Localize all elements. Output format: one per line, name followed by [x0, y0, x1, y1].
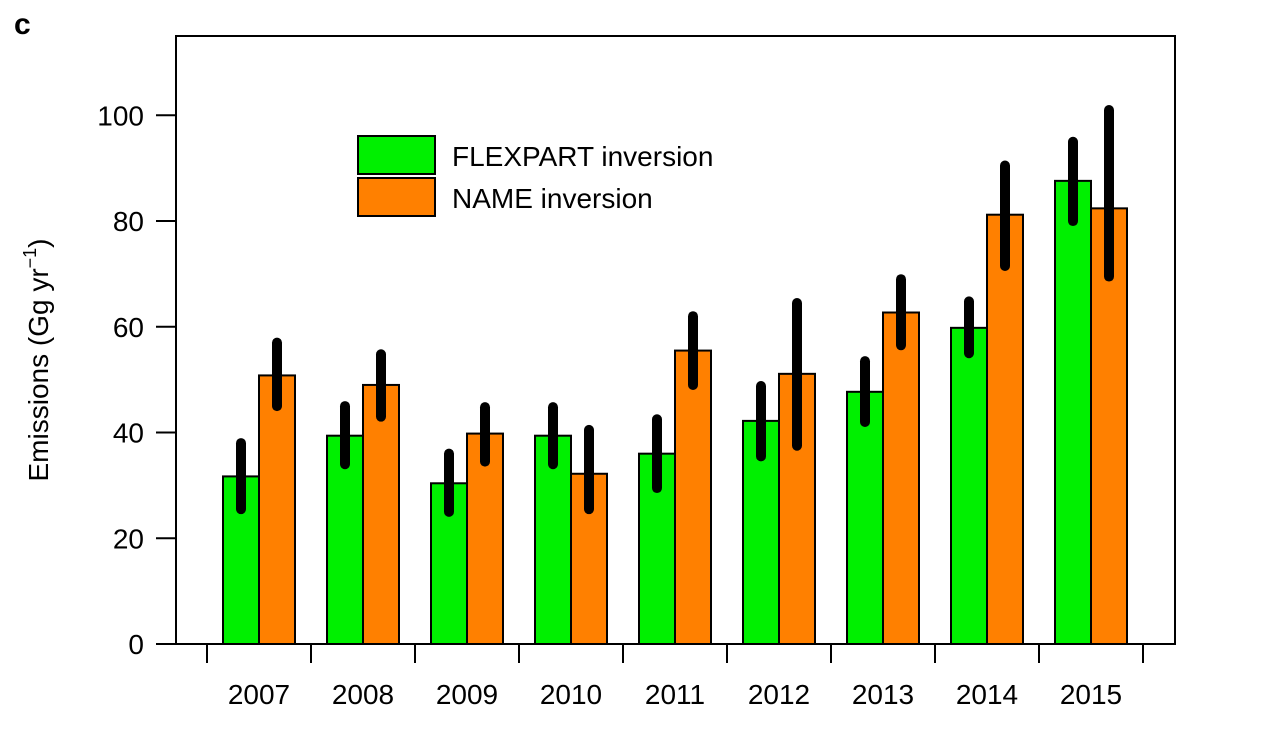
- bar-2014-flexpart: [950, 326, 988, 645]
- bar-2013-flexpart: [846, 390, 884, 645]
- y-tick-label: 100: [97, 100, 144, 131]
- bar-2009-name: [466, 432, 504, 645]
- y-axis-label-text: Emissions (Gg yr: [23, 268, 54, 481]
- x-tick-label: 2010: [540, 679, 602, 710]
- y-tick-label: 0: [128, 629, 144, 660]
- x-axis: 2007 2008 2009 2010 2011 2012 2013 2014 2015: [206, 644, 1144, 710]
- x-tick-label: 2012: [748, 679, 810, 710]
- x-tick-label: 2008: [332, 679, 394, 710]
- y-axis-label-close: ): [23, 238, 54, 247]
- bars: [222, 179, 1128, 646]
- x-tick-label: 2007: [228, 679, 290, 710]
- bar-2010-name: [570, 472, 608, 646]
- legend: FLEXPART inversion NAME inversion: [357, 135, 713, 217]
- x-tick-label: 2013: [852, 679, 914, 710]
- bar-2011-name: [674, 349, 712, 645]
- x-tick-label: 2011: [645, 679, 705, 710]
- panel-label: c: [14, 8, 31, 41]
- legend-swatch-name: [357, 177, 436, 217]
- x-tick-label: 2014: [956, 679, 1018, 710]
- y-axis-label-superscript: −1: [20, 248, 40, 269]
- bar-2008-name: [362, 383, 400, 645]
- y-axis: 0 20 40 60 80 100: [97, 100, 176, 660]
- bar-2014-name: [986, 213, 1024, 645]
- y-tick-label: 40: [113, 418, 144, 449]
- legend-swatch-flexpart: [357, 135, 436, 175]
- y-tick-label: 80: [113, 206, 144, 237]
- bar-2007-name: [258, 374, 296, 645]
- x-tick-label: 2009: [436, 679, 498, 710]
- y-tick-label: 20: [113, 523, 144, 554]
- error-bars: [236, 105, 1114, 517]
- bar-2013-name: [882, 311, 920, 645]
- bar-2015-flexpart: [1054, 179, 1092, 645]
- y-tick-label: 60: [113, 312, 144, 343]
- x-tick-label: 2015: [1060, 679, 1122, 710]
- y-axis-label: Emissions (Gg yr−1): [20, 238, 54, 481]
- legend-label-flexpart: FLEXPART inversion: [452, 141, 713, 172]
- legend-label-name: NAME inversion: [452, 183, 653, 214]
